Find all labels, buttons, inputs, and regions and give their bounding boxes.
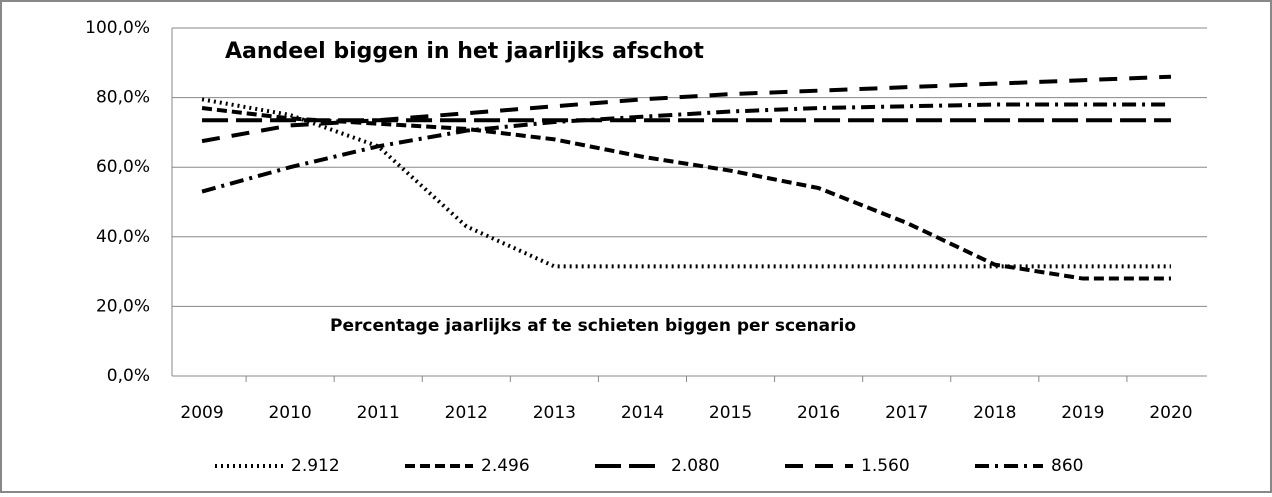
x-tick-label: 2014	[621, 403, 664, 423]
x-tick-label: 2009	[180, 403, 223, 423]
legend-label: 1.560	[861, 456, 910, 476]
legend-label: 2.912	[291, 456, 340, 476]
x-tick-label: 2011	[357, 403, 400, 423]
x-tick-label: 2017	[885, 403, 928, 423]
x-tick-label: 2018	[973, 403, 1016, 423]
y-tick-label: 60,0%	[96, 157, 150, 177]
legend-label: 860	[1051, 456, 1083, 476]
series-line	[201, 74, 1172, 144]
x-tick-label: 2020	[1149, 403, 1192, 423]
annotation: Percentage jaarlijks af te schieten bigg…	[330, 316, 856, 336]
x-tick-label: 2013	[533, 403, 576, 423]
x-tick-label: 2016	[797, 403, 840, 423]
series-line	[201, 102, 1171, 194]
legend-label: 2.496	[481, 456, 530, 476]
x-tick-label: 2015	[709, 403, 752, 423]
x-tick-label: 2012	[445, 403, 488, 423]
y-tick-label: 20,0%	[96, 296, 150, 316]
y-tick-label: 40,0%	[96, 227, 150, 247]
x-tick-label: 2019	[1061, 403, 1104, 423]
y-tick-label: 80,0%	[96, 88, 150, 108]
series-line	[201, 106, 1171, 281]
legend-label: 2.080	[671, 456, 720, 476]
chart-title: Aandeel biggen in het jaarlijks afschot	[225, 39, 704, 64]
y-tick-label: 100,0%	[85, 18, 150, 38]
y-tick-label: 0,0%	[107, 366, 150, 386]
x-tick-label: 2010	[268, 403, 311, 423]
